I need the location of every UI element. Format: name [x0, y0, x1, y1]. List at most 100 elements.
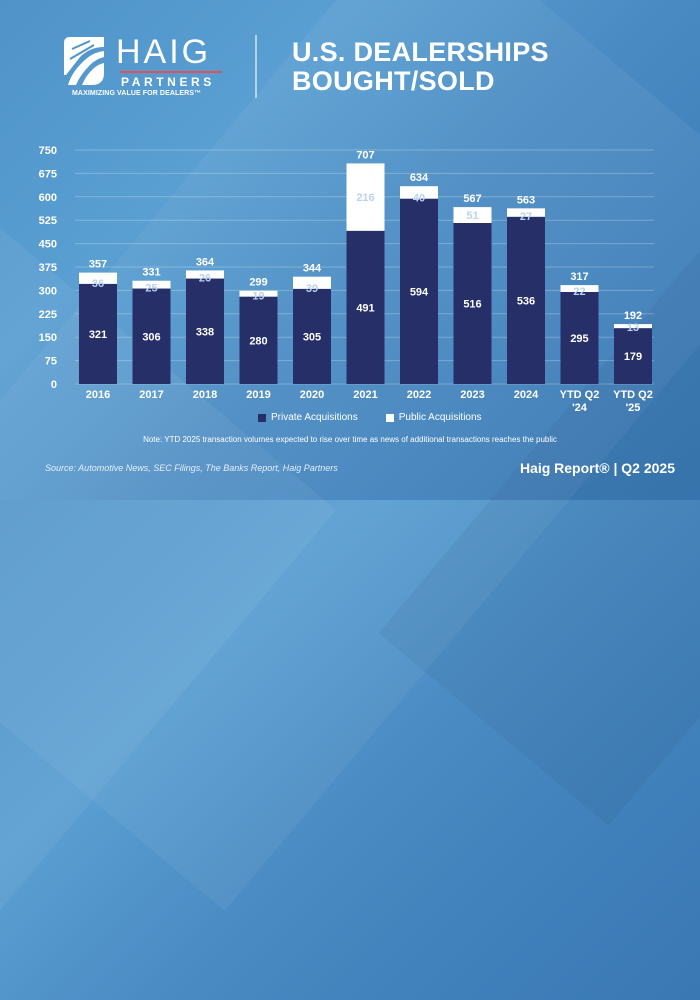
data-label-total: 563: [517, 194, 535, 206]
y-tick-label: 600: [39, 192, 57, 204]
bar-public: [239, 290, 278, 297]
bar-public: [346, 163, 385, 231]
x-tick-label: YTD Q2: [613, 389, 653, 401]
x-tick-label: 2016: [86, 389, 110, 401]
legend-label-private: Private Acquisitions: [271, 412, 358, 423]
y-tick-label: 150: [39, 332, 57, 344]
bar-private: [132, 288, 171, 384]
x-tick-label: 2021: [353, 389, 377, 401]
x-tick-label: 2023: [460, 389, 484, 401]
data-label-public: 22: [573, 286, 585, 298]
bar-public: [186, 270, 224, 279]
bar-private: [507, 216, 545, 384]
bar-private: [400, 198, 438, 384]
legend-swatch-private: [258, 413, 266, 422]
x-tick-label: 2019: [246, 389, 270, 401]
y-tick-label: 225: [39, 309, 57, 321]
y-tick-label: 450: [39, 239, 57, 251]
bar-private: [346, 230, 385, 384]
data-label-total: 331: [142, 267, 160, 279]
data-label-private: 516: [463, 299, 481, 311]
y-tick-label: 0: [51, 379, 57, 391]
bar-public: [614, 324, 652, 329]
data-label-private: 338: [196, 326, 214, 338]
data-label-private: 491: [356, 302, 374, 314]
data-label-private: 295: [570, 333, 588, 345]
data-label-total: 357: [89, 259, 107, 271]
data-label-total: 364: [196, 256, 215, 268]
haig-partners-logo: HAIG PARTNERS MAXIMIZING VALUE FOR DEALE…: [60, 33, 230, 97]
x-tick-label: 2018: [193, 389, 217, 401]
y-tick-label: 750: [39, 145, 57, 157]
data-label-total: 192: [624, 310, 642, 322]
data-label-total: 344: [303, 263, 322, 275]
report-label: Haig Report® | Q2 2025: [519, 460, 675, 476]
data-label-private: 280: [249, 335, 267, 347]
bar-public: [79, 272, 117, 284]
x-tick-label: '25: [626, 402, 641, 414]
source-citation: Source: Automotive News, SEC Filings, Th…: [45, 463, 338, 473]
data-label-private: 594: [410, 286, 429, 298]
chart-legend: Private Acquisitions Public Acquisitions: [258, 412, 482, 423]
y-axis: 0 75 150 225 300 375 450 525 600 675 750: [39, 145, 57, 391]
data-label-public: 40: [413, 193, 425, 205]
x-tick-label: 2020: [300, 389, 324, 401]
data-label-private: 321: [89, 329, 107, 341]
y-tick-label: 300: [39, 285, 57, 297]
header: HAIG PARTNERS MAXIMIZING VALUE FOR DEALE…: [0, 0, 700, 130]
bar-private: [186, 278, 224, 384]
data-label-public: 25: [145, 283, 157, 295]
x-tick-label: '24: [572, 402, 588, 414]
y-tick-label: 675: [39, 168, 57, 180]
data-label-private: 536: [517, 295, 535, 307]
page-title: U.S. DEALERSHIPS BOUGHT/SOLD: [292, 38, 549, 96]
data-label-total: 634: [410, 172, 429, 184]
y-tick-label: 525: [39, 215, 57, 227]
data-label-private: 305: [303, 331, 321, 343]
x-axis: 2016 2017 2018 2019 2020 2021 2022 2023 2024 YTD …: [86, 389, 653, 414]
x-tick-label: 2022: [407, 389, 431, 401]
bar-public: [507, 208, 545, 217]
title-line-2: BOUGHT/SOLD: [292, 66, 495, 96]
data-label-total: 567: [463, 193, 481, 205]
legend-swatch-public: [385, 413, 394, 422]
bar-private: [560, 291, 599, 384]
data-label-private: 179: [624, 351, 642, 363]
chart-note: Note: YTD 2025 transaction volumes expec…: [143, 435, 557, 444]
haig-logo-mark-icon: [64, 37, 104, 85]
data-label-total: 317: [570, 271, 588, 283]
bar-private: [79, 283, 117, 384]
logo-tagline: MAXIMIZING VALUE FOR DEALERS™: [72, 90, 202, 97]
bar-private: [239, 296, 278, 384]
x-tick-label: 2024: [514, 389, 539, 401]
data-label-total: 299: [249, 277, 267, 289]
data-label-public: 19: [252, 291, 264, 303]
bar-public: [132, 280, 171, 289]
bar-public: [453, 207, 492, 224]
logo-wordmark: HAIG: [116, 33, 212, 71]
x-tick-label: YTD Q2: [560, 389, 600, 401]
legend-label-public: Public Acquisitions: [398, 412, 482, 423]
data-label-public: 39: [306, 283, 318, 295]
data-label-public: 36: [92, 278, 104, 290]
bar-public: [560, 285, 599, 292]
bars: 321 36 357 306 25 331 338 26 364 280 19 299 305 39 344…: [79, 149, 652, 384]
data-label-public: 27: [520, 211, 532, 223]
bar-private: [614, 328, 652, 384]
title-line-1: U.S. DEALERSHIPS: [292, 37, 549, 67]
data-label-public: 216: [356, 192, 374, 204]
logo-subtext: PARTNERS: [121, 75, 215, 89]
x-tick-label: 2017: [139, 389, 163, 401]
header-divider: [255, 35, 257, 98]
y-tick-label: 375: [39, 262, 57, 274]
logo-accent-rule: [120, 71, 222, 73]
legend-item-public: Public Acquisitions: [385, 412, 482, 423]
data-label-public: 26: [199, 273, 211, 285]
bar-private: [453, 223, 492, 384]
bar-public: [400, 186, 438, 199]
data-label-public: 51: [466, 210, 478, 222]
bar-private: [293, 288, 331, 384]
data-label-public: 13: [627, 322, 639, 334]
data-label-private: 306: [142, 331, 160, 343]
